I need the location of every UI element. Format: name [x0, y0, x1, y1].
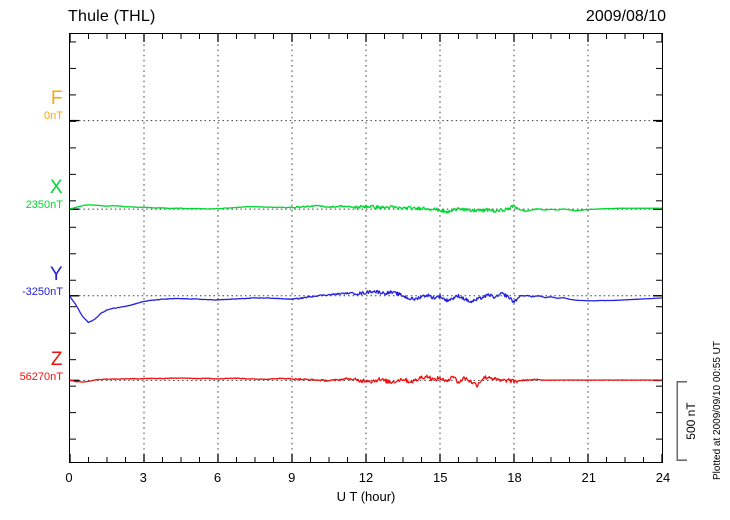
- x-tick-label-21: 21: [581, 470, 596, 485]
- gridlines: [143, 34, 589, 462]
- component-letter-z: Z: [50, 349, 63, 370]
- component-baseline-value-f: 0nT: [44, 110, 63, 122]
- component-letter-y: Y: [49, 264, 63, 285]
- plotted-at-timestamp: Plotted at 2009/09/10 00:55 UT: [712, 341, 723, 480]
- x-tick-label-9: 9: [288, 470, 296, 485]
- trace-z: [70, 374, 662, 388]
- trace-x: [70, 204, 662, 214]
- x-tick-label-24: 24: [655, 470, 671, 485]
- scale-bar-label: 500 nT: [684, 402, 698, 440]
- trace-y: [70, 289, 662, 324]
- magnetogram-chart: [70, 34, 662, 462]
- component-label-f: F 0nT: [44, 89, 63, 122]
- data-traces: [70, 204, 662, 388]
- component-baseline-value-x: 2350nT: [25, 199, 63, 211]
- component-baseline-value-z: 56270nT: [19, 371, 63, 383]
- component-label-x: X 2350nT: [26, 178, 63, 211]
- component-baseline-value-y: -3250nT: [22, 286, 63, 298]
- x-tick-label-12: 12: [358, 470, 374, 485]
- x-axis-ticks: [70, 34, 662, 462]
- x-tick-label-6: 6: [213, 470, 222, 485]
- scale-bar: [676, 381, 688, 461]
- observation-date: 2009/08/10: [585, 8, 666, 25]
- component-letter-x: X: [49, 177, 63, 198]
- x-tick-label-0: 0: [65, 470, 73, 485]
- component-label-y: Y -3250nT: [22, 265, 63, 298]
- page-title: Thule (THL): [68, 8, 156, 25]
- x-tick-label-18: 18: [507, 470, 522, 485]
- component-label-z: Z 56270nT: [20, 350, 63, 383]
- component-letter-f: F: [50, 88, 63, 109]
- x-axis-title: U T (hour): [336, 489, 396, 504]
- plot-frame: [69, 33, 663, 463]
- x-tick-label-15: 15: [433, 470, 448, 485]
- x-tick-label-3: 3: [139, 470, 147, 485]
- y-axis-ticks: [70, 41, 662, 440]
